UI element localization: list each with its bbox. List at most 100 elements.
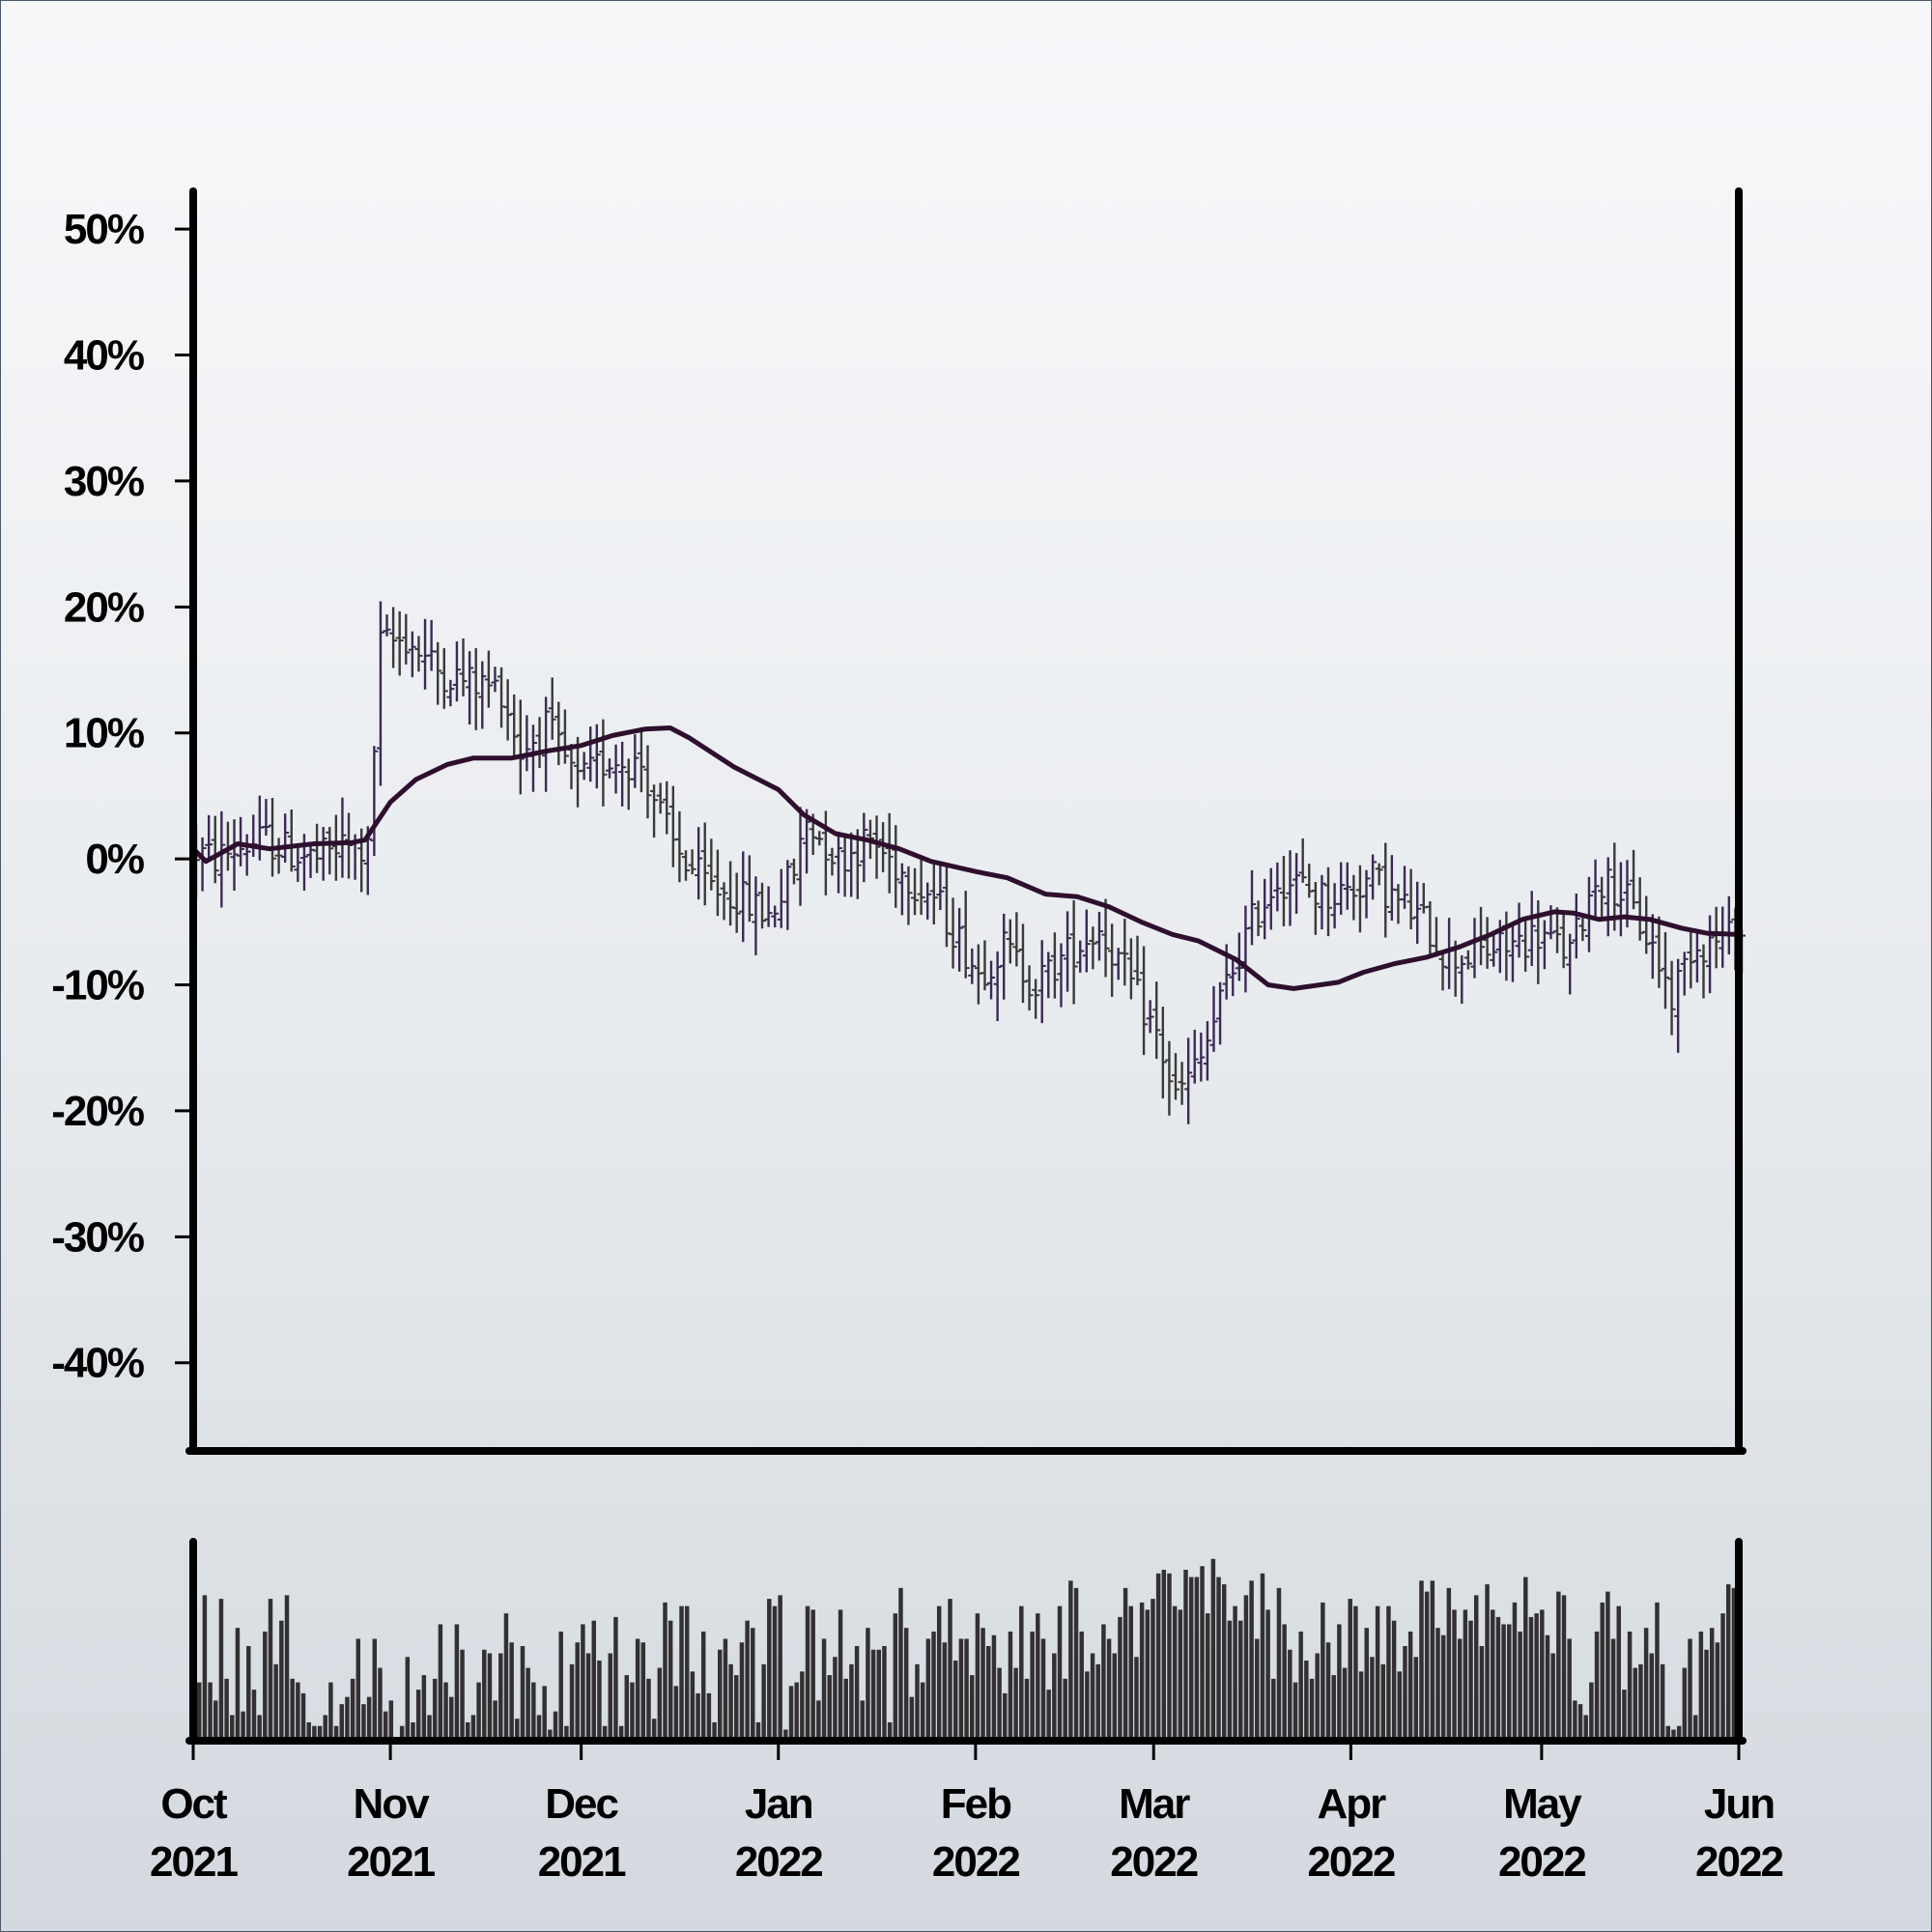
volume-bar [673, 1686, 679, 1737]
x-tick-year: 2022 [932, 1838, 1019, 1886]
volume-bar [482, 1649, 487, 1737]
volume-bar [767, 1599, 772, 1737]
volume-bar [970, 1675, 975, 1737]
volume-bar [1364, 1628, 1369, 1737]
y-axis-ticks: 50% 40% 30% 20% 10% 0% -10% -20% -30% -40% [51, 206, 193, 1387]
volume-bar [470, 1715, 476, 1737]
volume-bar [931, 1631, 936, 1737]
volume-bar [1731, 1587, 1737, 1737]
volume-bar [1249, 1580, 1254, 1737]
volume-bar [843, 1678, 848, 1737]
volume-bar [1024, 1678, 1030, 1737]
volume-bar [903, 1628, 909, 1737]
volume-bar [1407, 1631, 1413, 1737]
volume-bar [718, 1649, 723, 1737]
volume-bar [920, 1682, 925, 1737]
ohlc-bars [192, 601, 1746, 1124]
moving-average-line [190, 725, 1742, 991]
volume-bar [361, 1704, 366, 1737]
volume-bar [1649, 1653, 1655, 1737]
volume-bar [213, 1700, 218, 1737]
volume-bar [952, 1661, 958, 1737]
volume-bar [1122, 1587, 1128, 1737]
volume-bar [1622, 1690, 1627, 1737]
x-tick-month: Mar [1119, 1780, 1190, 1828]
volume-bar [1057, 1605, 1063, 1737]
volume-bar [1424, 1591, 1430, 1737]
volume-bar [296, 1682, 300, 1737]
volume-bar [1095, 1663, 1100, 1737]
volume-bar [1495, 1616, 1501, 1737]
volume-bar [630, 1682, 635, 1737]
volume-bar [448, 1696, 454, 1737]
y-tick-label: 20% [64, 583, 144, 631]
volume-bar [421, 1675, 427, 1737]
volume-bar [909, 1696, 915, 1737]
volume-bar [1265, 1609, 1270, 1737]
volume-bar [975, 1613, 980, 1737]
volume-bars [197, 1558, 1742, 1737]
x-tick-year: 2022 [1498, 1838, 1585, 1886]
volume-bar [1720, 1613, 1725, 1737]
volume-bar [866, 1628, 870, 1737]
volume-bar [1725, 1584, 1731, 1737]
volume-bar [1550, 1653, 1555, 1737]
volume-bar [728, 1663, 733, 1737]
volume-bar [355, 1638, 361, 1737]
volume-bar [997, 1667, 1002, 1737]
volume-bar [1643, 1628, 1649, 1737]
volume-bar [1594, 1631, 1600, 1737]
volume-bar [1221, 1584, 1227, 1737]
volume-bar [279, 1620, 284, 1737]
volume-bar [838, 1609, 843, 1737]
volume-bar [1430, 1580, 1435, 1737]
volume-bar [372, 1638, 378, 1737]
volume-bar [378, 1667, 383, 1737]
volume-bar [821, 1638, 827, 1737]
volume-bar [618, 1725, 624, 1737]
volume-bar [1172, 1605, 1178, 1737]
volume-bar [515, 1719, 520, 1737]
volume-bar [646, 1678, 651, 1737]
volume-bar [1101, 1624, 1106, 1737]
volume-bar [1583, 1715, 1588, 1737]
volume-bar [739, 1642, 745, 1737]
volume-bar [1633, 1667, 1637, 1737]
volume-bar [1485, 1584, 1490, 1737]
y-tick-label: 0% [85, 836, 143, 883]
volume-bar [1090, 1653, 1095, 1737]
volume-bar [218, 1599, 224, 1737]
volume-bar [1397, 1671, 1403, 1737]
volume-bar [980, 1628, 985, 1737]
volume-bar [751, 1628, 755, 1737]
volume-bar [986, 1646, 991, 1737]
volume-bar [1698, 1631, 1704, 1737]
volume-bar [1167, 1573, 1172, 1737]
volume-bar [300, 1692, 306, 1737]
volume-bar [405, 1657, 411, 1737]
volume-bar [597, 1661, 602, 1737]
volume-bar [235, 1628, 241, 1737]
y-tick-label: -30% [51, 1213, 144, 1261]
y-tick-label: 30% [64, 458, 144, 505]
x-tick-year: 2021 [150, 1838, 238, 1886]
volume-bar [734, 1675, 739, 1737]
volume-bar [1704, 1649, 1709, 1737]
volume-bar [1293, 1682, 1298, 1737]
volume-bar [1605, 1591, 1610, 1737]
volume-bar [224, 1678, 229, 1737]
volume-bar [1238, 1620, 1243, 1737]
volume-bar [1260, 1573, 1265, 1737]
volume-bar [1200, 1566, 1205, 1737]
volume-bar [1446, 1587, 1452, 1737]
volume-bar [197, 1682, 202, 1737]
volume-bar [1403, 1646, 1407, 1737]
volume-bar [684, 1605, 690, 1737]
volume-bar [526, 1667, 530, 1737]
volume-bar [493, 1700, 497, 1737]
volume-bar [783, 1729, 788, 1737]
volume-bar [991, 1634, 997, 1737]
volume-bar [1151, 1599, 1155, 1737]
volume-bar [202, 1595, 208, 1737]
